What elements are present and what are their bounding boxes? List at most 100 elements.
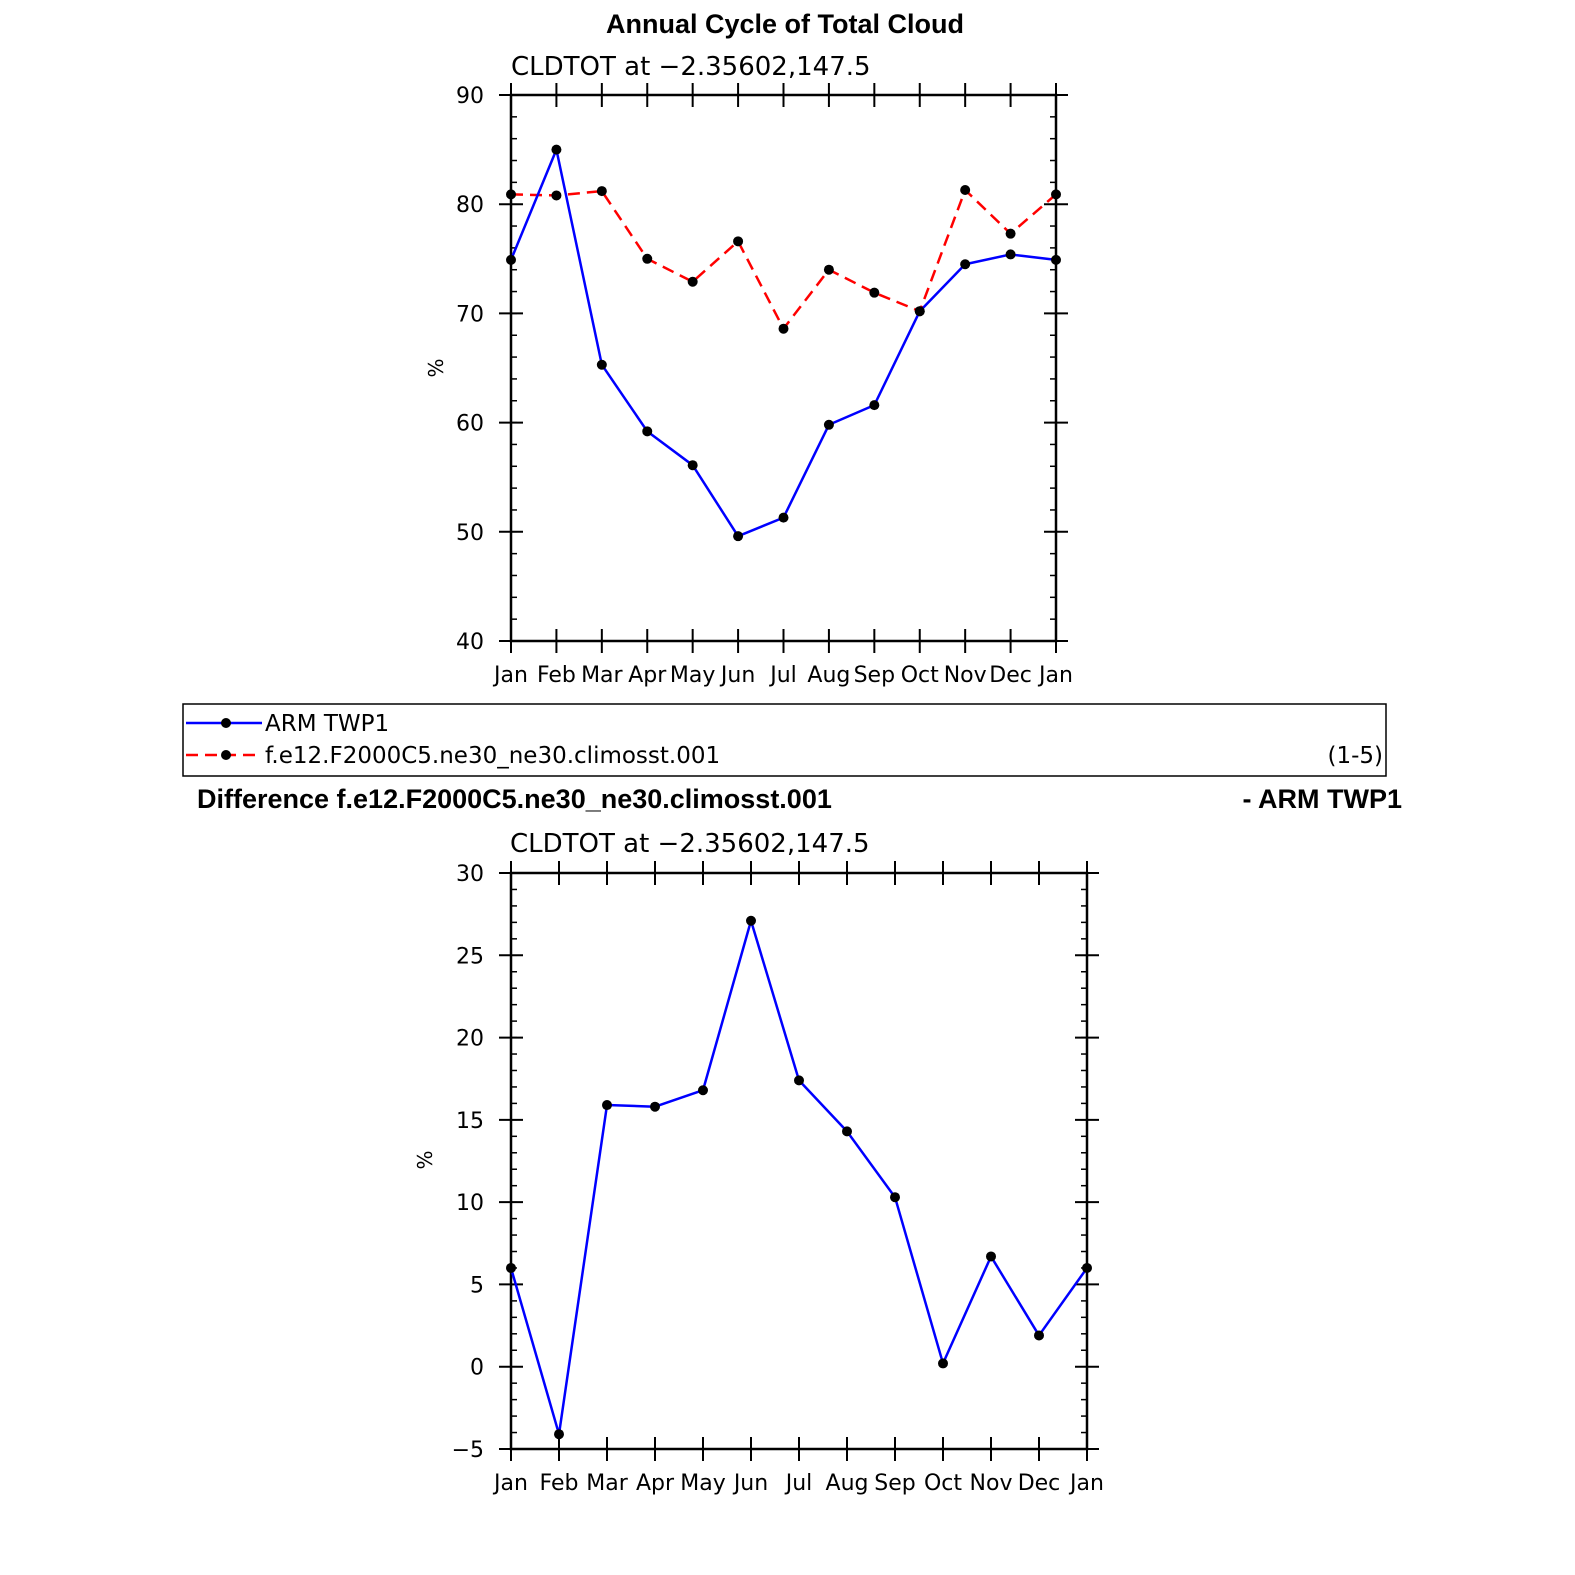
- bottom-x-tick-label: Mar: [586, 1471, 628, 1496]
- top-x-tick-label: Apr: [628, 663, 667, 688]
- bottom-x-tick-label: Sep: [874, 1471, 915, 1496]
- top-data-point: [733, 531, 744, 542]
- top-data-point: [1005, 228, 1016, 239]
- bottom-x-tick-label: Oct: [924, 1471, 962, 1496]
- top-data-point: [687, 460, 698, 471]
- top-x-tick-label: Nov: [944, 663, 987, 688]
- top-data-point: [778, 323, 789, 334]
- bottom-y-tick-label: 5: [470, 1273, 484, 1298]
- bottom-data-point: [1082, 1262, 1092, 1273]
- top-x-tick-label: Mar: [581, 663, 623, 688]
- bottom-y-tick-label: 15: [456, 1109, 484, 1134]
- bottom-y-axis-label: %: [413, 1150, 437, 1169]
- top-data-point: [1005, 249, 1016, 260]
- bottom-data-point: [890, 1192, 900, 1203]
- top-data-point: [506, 189, 516, 200]
- bottom-data-point: [1034, 1330, 1044, 1341]
- bottom-data-point: [506, 1262, 516, 1273]
- top-plot: 40 50 60 70 80 90 Jan Feb Mar Apr May Jun Jul Aug Sep O…: [456, 83, 1073, 688]
- top-data-point: [778, 512, 789, 523]
- top-data-point: [551, 144, 562, 155]
- top-y-tick-label: 40: [456, 630, 484, 655]
- legend-obs-marker: [221, 718, 231, 728]
- top-x-tick-label: Jan: [1037, 663, 1073, 688]
- bottom-y-tick-label: 25: [456, 944, 484, 969]
- top-data-point: [551, 190, 562, 201]
- legend-obs-label: ARM TWP1: [265, 711, 389, 737]
- bottom-y-tick-label: −5: [452, 1438, 484, 1463]
- top-series-line-model: [510, 188, 1057, 330]
- top-data-point: [642, 253, 653, 264]
- legend-page-note: (1-5): [1327, 743, 1383, 769]
- top-data-point: [596, 186, 607, 197]
- top-data-point: [642, 426, 653, 437]
- bottom-data-point: [650, 1101, 660, 1112]
- top-data-point: [823, 264, 834, 275]
- top-y-tick-label: 50: [456, 521, 484, 546]
- bottom-y-tick-label: 10: [456, 1191, 484, 1216]
- top-data-point: [960, 259, 971, 270]
- top-data-point: [960, 185, 971, 196]
- bottom-x-tick-label: Nov: [970, 1471, 1013, 1496]
- top-y-tick-label: 60: [456, 412, 484, 437]
- top-data-point: [869, 287, 880, 298]
- bottom-y-tick-label: 20: [456, 1027, 484, 1052]
- bottom-y-tick-label: 0: [470, 1356, 484, 1381]
- bottom-data-point: [746, 915, 756, 926]
- top-x-tick-label: Oct: [901, 663, 939, 688]
- bottom-x-tick-label: Jan: [492, 1471, 528, 1496]
- top-x-tick-label: Jan: [492, 663, 528, 688]
- bottom-x-tick-label: Feb: [540, 1471, 579, 1496]
- legend-entry-model: f.e12.F2000C5.ne30_ne30.climosst.001: [186, 743, 720, 769]
- top-y-axis-label: %: [424, 358, 448, 377]
- top-data-point: [687, 276, 698, 287]
- bottom-y-tick-label: 30: [456, 862, 484, 887]
- top-x-tick-label: Feb: [537, 663, 576, 688]
- top-x-tick-label: Jun: [719, 663, 755, 688]
- bottom-data-point: [986, 1251, 996, 1262]
- top-x-tick-label: Aug: [807, 663, 850, 688]
- bottom-x-tick-label: Aug: [826, 1471, 869, 1496]
- top-subtitle: CLDTOT at −2.35602,147.5: [511, 52, 871, 82]
- top-data-point: [506, 254, 516, 265]
- bottom-x-tick-label: Apr: [636, 1471, 675, 1496]
- legend-box: [182, 703, 1387, 777]
- top-plot-frame: [509, 93, 1058, 643]
- top-series-line-obs: [509, 148, 1057, 538]
- chart-title: Annual Cycle of Total Cloud: [606, 9, 964, 39]
- top-y-tick-label: 80: [456, 193, 484, 218]
- top-x-tick-label: Dec: [989, 663, 1032, 688]
- bottom-x-tick-label: Jan: [1068, 1471, 1104, 1496]
- top-data-point: [914, 306, 925, 317]
- bottom-data-point: [794, 1075, 804, 1086]
- difference-title: Difference f.e12.F2000C5.ne30_ne30.climo…: [197, 784, 832, 814]
- bottom-data-point: [842, 1126, 852, 1137]
- top-data-point: [596, 359, 607, 370]
- top-data-point: [869, 400, 880, 411]
- bottom-series-line-obs: [509, 919, 1089, 1436]
- top-data-point: [823, 419, 834, 430]
- top-data-point: [1051, 254, 1061, 265]
- bottom-data-point: [554, 1429, 564, 1440]
- bottom-plot: −5 0 5 10 15 20 25 30 Jan Feb Mar Apr May Jun Jul Aug Se…: [452, 861, 1104, 1496]
- top-data-point: [733, 236, 744, 247]
- bottom-plot-frame: [509, 871, 1089, 1451]
- top-y-tick-label: 70: [456, 302, 484, 327]
- difference-title-right: - ARM TWP1: [1243, 784, 1402, 814]
- legend-model-label: f.e12.F2000C5.ne30_ne30.climosst.001: [265, 743, 720, 769]
- bottom-subtitle: CLDTOT at −2.35602,147.5: [510, 829, 870, 859]
- top-data-point: [1051, 189, 1061, 200]
- legend-entry-obs: ARM TWP1: [186, 711, 389, 737]
- bottom-x-tick-label: May: [680, 1471, 725, 1496]
- bottom-data-point: [938, 1358, 948, 1369]
- legend-model-marker: [221, 750, 231, 760]
- legend: ARM TWP1 f.e12.F2000C5.ne30_ne30.climoss…: [182, 703, 1387, 777]
- bottom-x-tick-label: Dec: [1018, 1471, 1061, 1496]
- bottom-x-tick-label: Jun: [732, 1471, 768, 1496]
- top-x-tick-label: Sep: [854, 663, 895, 688]
- bottom-data-point: [602, 1100, 612, 1111]
- bottom-data-point: [698, 1085, 708, 1096]
- bottom-x-tick-label: Jul: [784, 1471, 813, 1496]
- top-y-tick-label: 90: [456, 84, 484, 109]
